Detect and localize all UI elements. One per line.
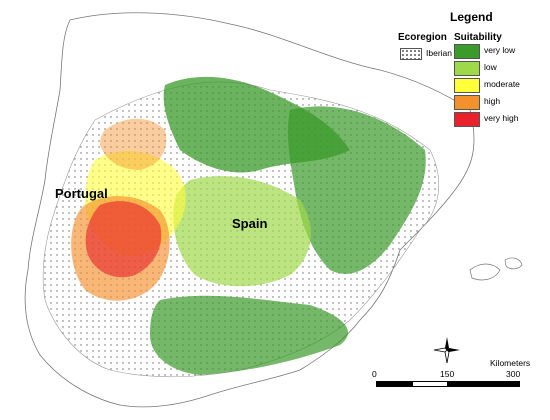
suitability-very-low-east: [287, 106, 426, 274]
scale-bar: Kilometers 0 150 300: [372, 358, 532, 398]
ecoregion-label: Iberian: [426, 48, 452, 58]
legend-label-high: high: [484, 96, 501, 106]
legend-label-very-low: very low: [484, 45, 516, 55]
scale-tick-300: 300: [506, 369, 521, 379]
swatch-high: [454, 95, 480, 110]
scale-segment-3: [448, 381, 520, 387]
swatch-moderate: [454, 78, 480, 93]
swatch-very-low: [454, 44, 480, 59]
scale-tick-0: 0: [372, 369, 377, 379]
scale-tick-150: 150: [440, 369, 455, 379]
legend-label-low: low: [484, 62, 497, 72]
label-spain: Spain: [232, 216, 268, 231]
legend-ecoregion-header: Ecoregion: [398, 32, 447, 43]
suitability-low-central: [173, 176, 311, 287]
legend-title: Legend: [450, 10, 493, 24]
legend-label-very-high: very high: [484, 113, 519, 123]
scale-segment-1: [376, 381, 412, 387]
suitability-very-low-south: [150, 295, 349, 375]
swatch-very-high: [454, 112, 480, 127]
swatch-low: [454, 61, 480, 76]
compass-rose-icon: [433, 337, 460, 364]
balearic-islands: [469, 257, 523, 281]
label-portugal: Portugal: [55, 186, 108, 201]
scale-segment-2: [412, 381, 448, 387]
legend-suitability-header: Suitability: [454, 32, 502, 43]
scale-bar-graphic: [376, 381, 520, 387]
ecoregion-swatch: [400, 48, 422, 60]
legend-label-moderate: moderate: [484, 79, 520, 89]
suitability-high-north: [100, 118, 167, 170]
suitability-very-high-west: [85, 201, 162, 278]
scale-unit: Kilometers: [490, 358, 531, 368]
